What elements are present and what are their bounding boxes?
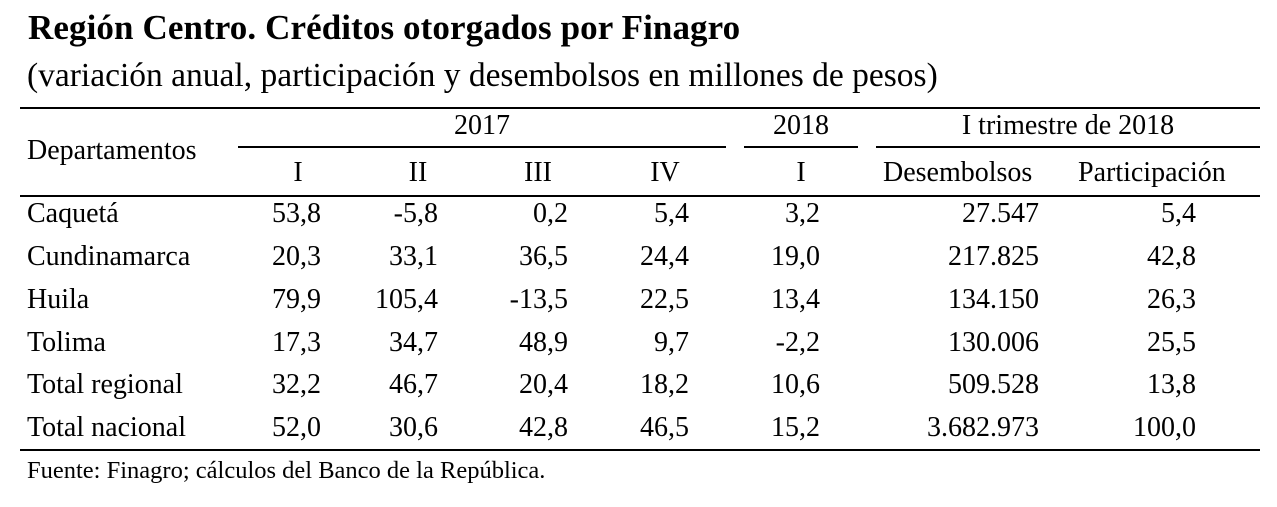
table-cell: 48,9 xyxy=(519,327,568,358)
header-bottom-rule xyxy=(20,195,1260,197)
table-cell: -5,8 xyxy=(393,198,438,229)
source-note: Fuente: Finagro; cálculos del Banco de l… xyxy=(27,457,546,484)
header-departamentos: Departamentos xyxy=(27,135,197,166)
table-cell: 134.150 xyxy=(948,284,1039,315)
table-cell: 13,8 xyxy=(1147,369,1196,400)
row-label: Cundinamarca xyxy=(27,241,191,272)
header-q4-2017: IV xyxy=(650,157,680,188)
table-cell: 105,4 xyxy=(375,284,438,315)
table-cell: 34,7 xyxy=(389,327,438,358)
table-cell: 42,8 xyxy=(519,412,568,443)
table-cell: 46,5 xyxy=(640,412,689,443)
table-cell: 27.547 xyxy=(962,198,1039,229)
header-participacion: Participación xyxy=(1078,157,1226,188)
table-cell: 0,2 xyxy=(533,198,568,229)
table-cell: 217.825 xyxy=(948,241,1039,272)
table-cell: 26,3 xyxy=(1147,284,1196,315)
table-cell: 22,5 xyxy=(640,284,689,315)
header-trimestre: I trimestre de 2018 xyxy=(961,110,1175,141)
table-cell: -2,2 xyxy=(775,327,820,358)
table-cell: 18,2 xyxy=(640,369,689,400)
table-cell: 46,7 xyxy=(389,369,438,400)
row-label: Total nacional xyxy=(27,412,186,443)
table-cell: 10,6 xyxy=(771,369,820,400)
table-cell: 5,4 xyxy=(1161,198,1196,229)
table-cell: 3.682.973 xyxy=(927,412,1039,443)
rule-2017 xyxy=(238,146,726,148)
table-cell: 20,3 xyxy=(272,241,321,272)
rule-2018 xyxy=(744,146,858,148)
table-cell: 36,5 xyxy=(519,241,568,272)
table-cell: 79,9 xyxy=(272,284,321,315)
table-cell: 24,4 xyxy=(640,241,689,272)
top-rule xyxy=(20,107,1260,109)
table-cell: 30,6 xyxy=(389,412,438,443)
header-q3-2017: III xyxy=(524,157,552,188)
table-cell: 33,1 xyxy=(389,241,438,272)
table-cell: 509.528 xyxy=(948,369,1039,400)
table-subtitle: (variación anual, participación y desemb… xyxy=(27,57,938,94)
table-cell: 130.006 xyxy=(948,327,1039,358)
table-cell: 52,0 xyxy=(272,412,321,443)
row-label: Total regional xyxy=(27,369,183,400)
header-desembolsos: Desembolsos xyxy=(883,157,1033,188)
table-cell: 9,7 xyxy=(654,327,689,358)
table-cell: 5,4 xyxy=(654,198,689,229)
row-label: Caquetá xyxy=(27,198,119,229)
table-cell: 15,2 xyxy=(771,412,820,443)
bottom-rule xyxy=(20,449,1260,451)
table-cell: 17,3 xyxy=(272,327,321,358)
table-title: Región Centro. Créditos otorgados por Fi… xyxy=(28,8,741,47)
row-label: Tolima xyxy=(27,327,106,358)
table-cell: 13,4 xyxy=(771,284,820,315)
table-cell: 32,2 xyxy=(272,369,321,400)
table-cell: 20,4 xyxy=(519,369,568,400)
header-2017: 2017 xyxy=(454,110,510,141)
table-cell: 3,2 xyxy=(785,198,820,229)
table-cell: 53,8 xyxy=(272,198,321,229)
table-cell: 19,0 xyxy=(771,241,820,272)
header-q1-2018: I xyxy=(796,157,806,188)
header-q1-2017: I xyxy=(293,157,303,188)
row-label: Huila xyxy=(27,284,90,315)
table-cell: 100,0 xyxy=(1133,412,1196,443)
rule-trimestre xyxy=(876,146,1260,148)
header-q2-2017: II xyxy=(408,157,428,188)
table-cell: 42,8 xyxy=(1147,241,1196,272)
header-2018: 2018 xyxy=(773,110,829,141)
table-cell: -13,5 xyxy=(509,284,568,315)
table-cell: 25,5 xyxy=(1147,327,1196,358)
